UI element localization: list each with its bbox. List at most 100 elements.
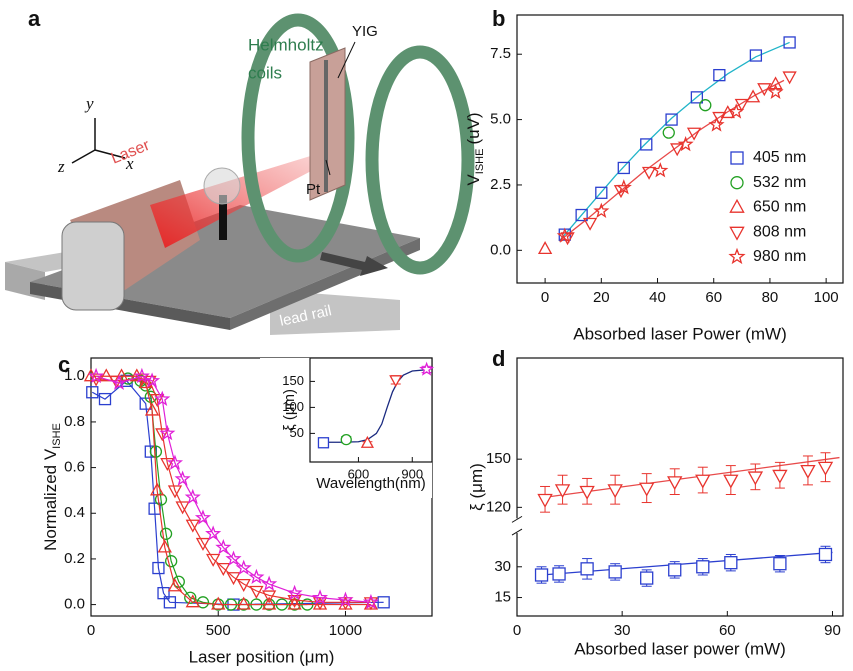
marker	[670, 143, 685, 157]
y-axis-label-sub: ISHE	[474, 149, 486, 175]
marker	[159, 527, 173, 540]
marker	[377, 596, 390, 609]
marker	[144, 372, 161, 388]
marker	[163, 596, 177, 609]
marker	[782, 71, 797, 85]
marker	[195, 537, 211, 551]
marker	[729, 226, 745, 241]
axis-break	[513, 518, 521, 534]
marker	[767, 83, 784, 99]
y-tick-label: 120	[486, 498, 511, 515]
x-tick-label: 100	[814, 289, 839, 306]
marker	[734, 98, 749, 112]
marker	[167, 485, 183, 499]
x-tick-label: 20	[593, 289, 610, 306]
coil	[365, 45, 475, 275]
setup-illustration: a Helmholtz coils YIG Pt Laser lead rail…	[5, 6, 475, 335]
marker	[149, 445, 163, 458]
marker	[150, 482, 165, 496]
x-axis-label: Absorbed laser Power (mW)	[573, 324, 787, 343]
axis-label: z	[57, 157, 65, 176]
marker	[360, 435, 375, 448]
y-axis-label-main: ξ (μm)	[281, 389, 298, 431]
y-tick-label: 0.0	[490, 241, 511, 258]
x-tick-label: 1000	[329, 622, 362, 639]
marker	[165, 555, 178, 568]
marker	[185, 594, 200, 608]
marker	[174, 470, 191, 486]
marker	[677, 135, 694, 152]
marker	[226, 572, 241, 586]
marker	[154, 390, 171, 406]
y-axis-label: ξ (μm)	[281, 389, 298, 431]
marker	[757, 83, 772, 97]
x-tick-label: 60	[719, 622, 736, 639]
marker	[534, 568, 549, 582]
y-tick-label: 15	[494, 589, 511, 606]
marker	[129, 368, 144, 382]
marker	[640, 571, 654, 585]
coil	[241, 13, 355, 263]
y-tick-label: 7.5	[490, 45, 511, 62]
fit-line	[558, 79, 785, 242]
y-tick-label: 150	[282, 373, 304, 388]
y-tick-label: 2.5	[490, 176, 511, 193]
marker	[98, 392, 112, 406]
marker	[362, 593, 379, 610]
marker	[86, 386, 99, 399]
coils-label: coils	[248, 63, 282, 82]
marker	[699, 99, 712, 112]
y-tick-label: 30	[494, 558, 511, 575]
marker	[818, 547, 833, 562]
marker	[261, 575, 278, 591]
legend-label: 808 nm	[753, 223, 806, 240]
pointer	[325, 159, 331, 176]
marker	[261, 596, 277, 610]
marker	[340, 433, 352, 446]
y-axis-label: Normalized VISHE	[41, 423, 62, 551]
marker	[552, 567, 566, 581]
y-tick-label: 0.0	[64, 596, 85, 613]
y-axis-label-sub: ISHE	[51, 423, 63, 449]
panel-label: a	[28, 6, 41, 31]
marker	[154, 493, 168, 506]
panel-label: d	[492, 346, 505, 371]
marker	[236, 596, 251, 610]
marker	[665, 113, 678, 126]
marker	[99, 368, 114, 382]
panel-label: b	[492, 6, 505, 31]
y-axis-label: ξ (μm)	[467, 463, 486, 511]
marker	[595, 186, 608, 199]
motion-arrow	[320, 252, 388, 276]
marker	[729, 198, 745, 213]
marker	[730, 151, 744, 165]
marker	[311, 589, 329, 605]
marker	[249, 585, 264, 599]
marker	[640, 138, 653, 151]
marker	[768, 76, 783, 90]
strip-label: Pt	[306, 181, 321, 198]
panel-label: c	[58, 352, 70, 377]
marker	[159, 424, 176, 441]
legend-label: 532 nm	[753, 174, 806, 191]
marker	[556, 227, 573, 243]
y-axis-label-main: ξ (μm)	[467, 463, 486, 511]
x-tick-label: 0	[513, 622, 521, 639]
marker	[248, 568, 265, 585]
y-tick-label: 0.4	[64, 504, 85, 521]
x-tick-label: 900	[401, 466, 423, 481]
marker	[144, 402, 160, 416]
y-tick-label: 0.6	[64, 459, 85, 476]
marker	[713, 68, 726, 82]
marker	[607, 484, 623, 499]
x-tick-label: 600	[348, 466, 370, 481]
rail-right	[270, 290, 400, 335]
marker	[667, 476, 683, 491]
y-axis-label-main: Normalized V	[41, 448, 60, 551]
axis-break	[511, 515, 523, 523]
marker	[728, 247, 746, 265]
marker	[184, 488, 201, 505]
marker	[184, 591, 197, 604]
